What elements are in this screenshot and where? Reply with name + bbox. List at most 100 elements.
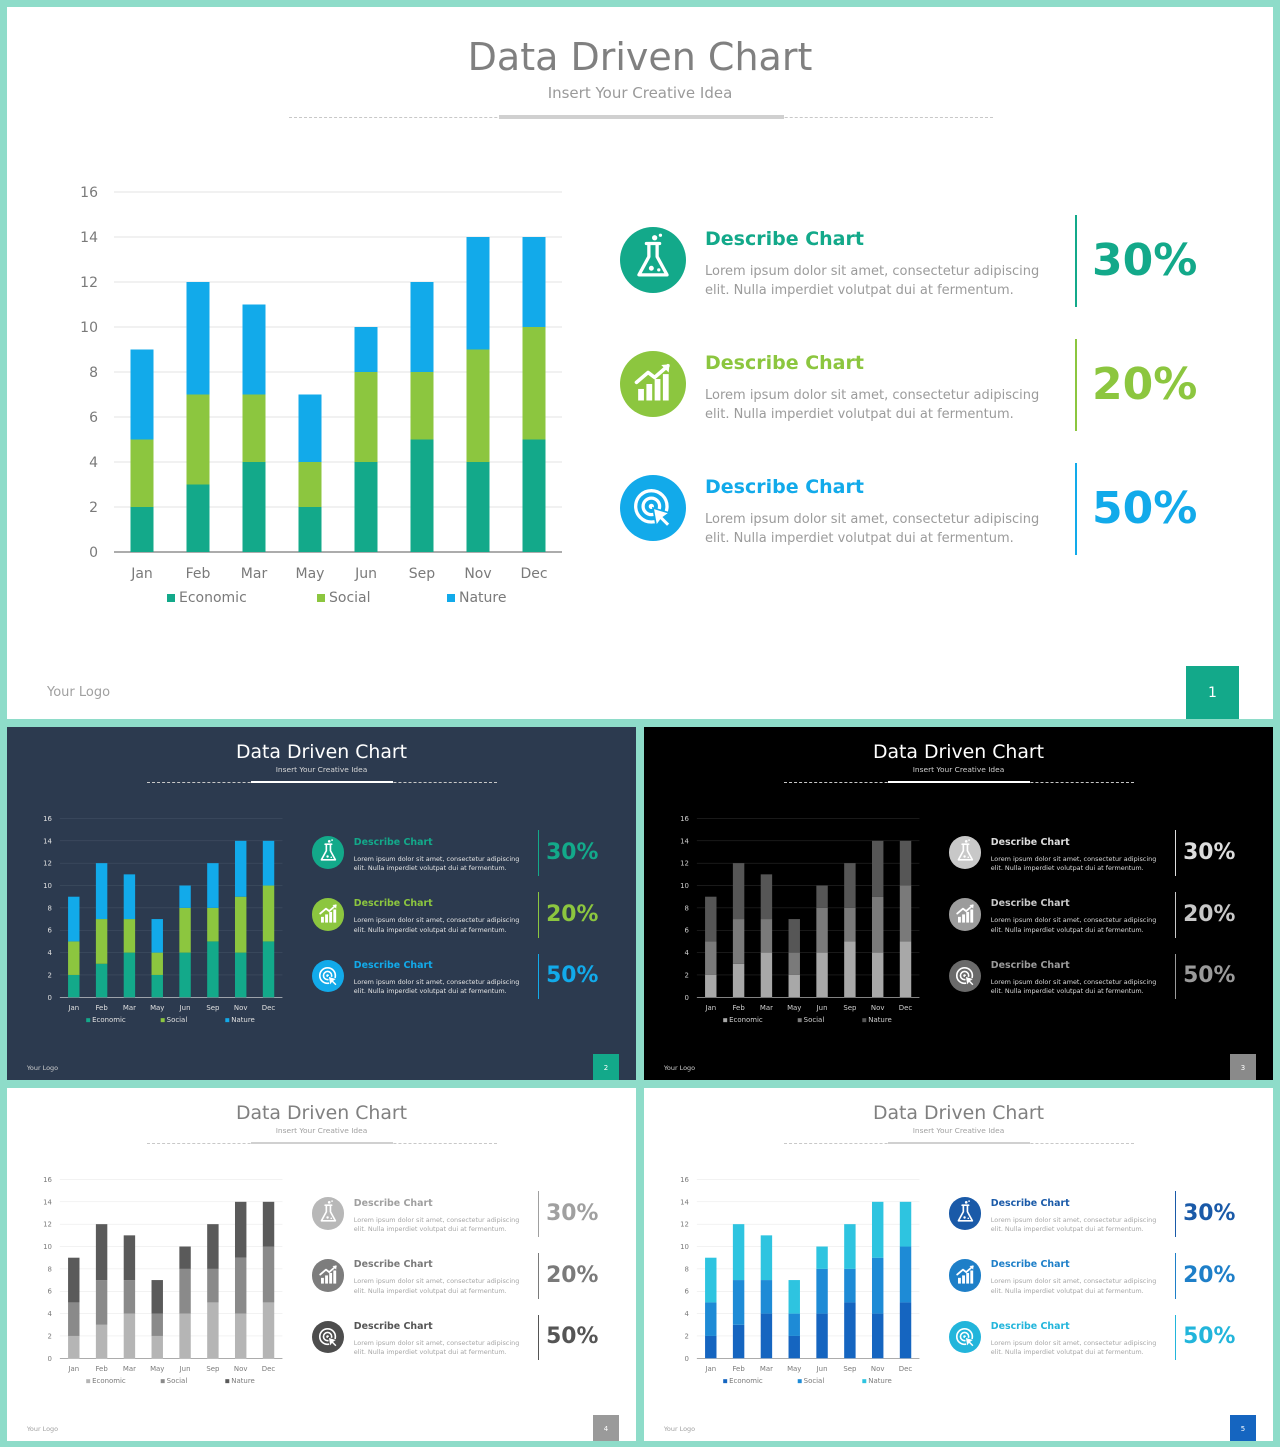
- y-tick-label: 2: [48, 972, 52, 980]
- slide-thumb-gray[interactable]: Data Driven Chart Insert Your Creative Id…: [7, 1088, 636, 1441]
- bar-nature-sep: [844, 1224, 856, 1270]
- y-tick-label: 6: [48, 1288, 52, 1296]
- title-divider-accent: [499, 115, 784, 119]
- bar-social-feb: [733, 919, 745, 965]
- target-click-icon: [620, 475, 686, 541]
- info-heading: Describe Chart: [990, 898, 1070, 910]
- slide-main[interactable]: Data Driven Chart Insert Your Creative Id…: [7, 7, 1273, 719]
- flask-icon: [620, 227, 686, 293]
- bar-nature-feb: [96, 863, 108, 920]
- info-text-line: elit. Nulla imperdiet volutpat dui at fe…: [353, 925, 507, 934]
- info-heading: Describe Chart: [353, 898, 433, 910]
- legend-swatch-social: [161, 1379, 165, 1384]
- bar-economic-may: [298, 507, 322, 552]
- y-tick-label: 10: [80, 320, 98, 336]
- y-tick-label: 16: [80, 185, 98, 201]
- info-heading: Describe Chart: [353, 1197, 433, 1209]
- x-tick-label: Sep: [207, 1005, 221, 1013]
- legend-label-economic: Economic: [179, 590, 247, 606]
- page-number[interactable]: 5: [1229, 1415, 1257, 1441]
- x-tick-label: Sep: [844, 1005, 858, 1013]
- x-tick-label: Jun: [179, 1366, 191, 1374]
- y-tick-label: 6: [48, 927, 52, 935]
- info-heading: Describe Chart: [990, 960, 1070, 972]
- info-text-line: Lorem ipsum dolor sit amet, consectetur …: [990, 854, 1157, 863]
- info-separator: [537, 891, 539, 938]
- bar-economic-mar: [760, 1314, 773, 1359]
- percent-value: 50%: [546, 1324, 599, 1350]
- growth-chart-icon: [948, 1258, 982, 1292]
- bar-nature-jun: [179, 1246, 192, 1270]
- y-tick-label: 8: [48, 905, 52, 913]
- slide-thumb-navy[interactable]: Data Driven Chart Insert Your Creative Id…: [7, 727, 636, 1080]
- info-heading: Describe Chart: [705, 228, 864, 250]
- bar-nature-dec: [263, 841, 275, 886]
- info-text-line: Lorem ipsum dolor sit amet, consectetur …: [705, 388, 1040, 403]
- page-number[interactable]: 1: [1186, 666, 1239, 719]
- info-separator: [537, 953, 539, 1000]
- slide-thumb-blue[interactable]: Data Driven Chart Insert Your Creative Id…: [644, 1088, 1273, 1441]
- percent-value: 20%: [546, 1262, 599, 1288]
- logo-text: Your Logo: [663, 1063, 696, 1072]
- legend-label-social: Social: [329, 590, 371, 606]
- bar-social-sep: [844, 1269, 856, 1303]
- bar-social-feb: [96, 1280, 108, 1326]
- info-separator: [1174, 1314, 1176, 1361]
- slide-title: Data Driven Chart: [872, 1101, 1045, 1124]
- y-tick-label: 14: [43, 838, 52, 846]
- bar-economic-dec: [900, 1302, 912, 1359]
- info-separator: [1174, 953, 1176, 1000]
- title-divider-accent: [251, 1141, 394, 1144]
- x-tick-label: Sep: [207, 1366, 221, 1374]
- legend-label-social: Social: [804, 1378, 825, 1386]
- growth-chart-icon: [311, 1258, 345, 1292]
- x-tick-label: May: [150, 1366, 164, 1374]
- page-number[interactable]: 3: [1229, 1054, 1257, 1080]
- percent-value: 30%: [1183, 840, 1236, 866]
- x-tick-label: Jun: [354, 566, 377, 582]
- bar-social-nov: [872, 1258, 884, 1315]
- x-tick-label: Dec: [520, 566, 547, 582]
- info-heading: Describe Chart: [353, 1321, 433, 1333]
- y-tick-label: 4: [89, 455, 98, 471]
- bar-social-jan: [68, 941, 80, 976]
- stacked-bar-chart: 0 2 4 6 8 10 12 14 16 Jan Feb Mar May Jun Sep Nov Dec Eco…: [680, 815, 920, 1025]
- stacked-bar-chart: 0 2 4 6 8 10 12 14 16 Jan Feb Mar May Jun Sep Nov Dec Eco…: [43, 1176, 283, 1386]
- slide-thumb-black[interactable]: Data Driven Chart Insert Your Creative Id…: [644, 727, 1273, 1080]
- x-tick-label: Mar: [760, 1366, 773, 1374]
- bar-nature-mar: [760, 874, 773, 920]
- target-click-icon: [311, 1320, 345, 1354]
- percent-value: 30%: [1092, 235, 1198, 286]
- legend-label-economic: Economic: [92, 1378, 126, 1386]
- page-number[interactable]: 4: [592, 1415, 620, 1441]
- x-tick-label: Nov: [871, 1366, 885, 1374]
- target-click-icon: [948, 959, 982, 993]
- slide-title: Data Driven Chart: [235, 740, 408, 763]
- percent-value: 50%: [546, 963, 599, 989]
- bar-nature-nov: [235, 841, 247, 898]
- y-tick-label: 2: [685, 972, 689, 980]
- bar-social-mar: [760, 919, 773, 954]
- x-tick-label: Jun: [816, 1005, 828, 1013]
- bar-nature-jan: [68, 897, 80, 942]
- x-tick-label: Nov: [871, 1005, 885, 1013]
- info-text-line: Lorem ipsum dolor sit amet, consectetur …: [705, 264, 1040, 279]
- percent-value: 30%: [546, 840, 599, 866]
- legend-swatch-social: [161, 1018, 165, 1023]
- bar-nature-jun: [179, 885, 192, 909]
- y-tick-label: 16: [680, 1176, 689, 1184]
- info-text-line: Lorem ipsum dolor sit amet, consectetur …: [353, 1338, 520, 1347]
- bar-nature-jan: [705, 897, 717, 942]
- bar-nature-may: [788, 919, 801, 954]
- page-number[interactable]: 2: [592, 1054, 620, 1080]
- bar-social-dec: [522, 327, 546, 440]
- bar-social-dec: [900, 1246, 912, 1303]
- y-tick-label: 16: [680, 815, 689, 823]
- bar-social-mar: [242, 394, 266, 462]
- bar-economic-sep: [410, 439, 434, 552]
- info-text-line: Lorem ipsum dolor sit amet, consectetur …: [353, 1215, 520, 1224]
- info-text-line: elit. Nulla imperdiet volutpat dui at fe…: [353, 1225, 507, 1234]
- legend-label-economic: Economic: [729, 1378, 763, 1386]
- legend-label-social: Social: [804, 1017, 825, 1025]
- info-separator: [1174, 1252, 1176, 1299]
